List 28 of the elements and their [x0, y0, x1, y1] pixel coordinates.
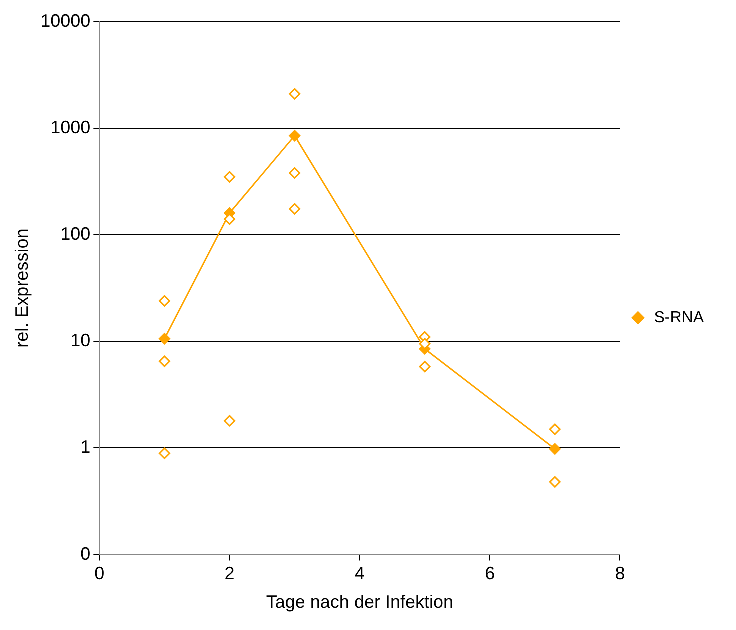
y-tick-label: 10000 — [40, 10, 91, 31]
point — [224, 171, 236, 183]
point — [549, 424, 561, 436]
x-tick-label: 6 — [485, 564, 496, 584]
x-tick-label: 0 — [94, 564, 105, 584]
point — [549, 476, 561, 488]
y-tick-label: 1000 — [50, 117, 91, 138]
y-tick-label: 100 — [60, 224, 91, 244]
point — [419, 361, 431, 373]
point — [158, 356, 170, 368]
x-tick-label: 8 — [615, 564, 626, 584]
y-tick-label: 0 — [80, 544, 91, 564]
point — [549, 443, 561, 455]
point — [289, 167, 301, 179]
point — [158, 448, 170, 460]
point — [289, 88, 301, 100]
point — [158, 295, 170, 307]
legend-label: S-RNA — [654, 309, 704, 326]
point — [289, 203, 301, 215]
x-axis-title: Tage nach der Infektion — [266, 592, 454, 612]
y-tick-label: 1 — [80, 437, 91, 458]
y-axis-title: rel. Expression — [12, 228, 32, 348]
point — [289, 130, 301, 142]
point — [158, 333, 170, 345]
x-tick-label: 4 — [354, 564, 365, 584]
y-tick-label: 10 — [70, 330, 91, 351]
x-tick-label: 2 — [224, 564, 235, 584]
point — [224, 415, 236, 427]
